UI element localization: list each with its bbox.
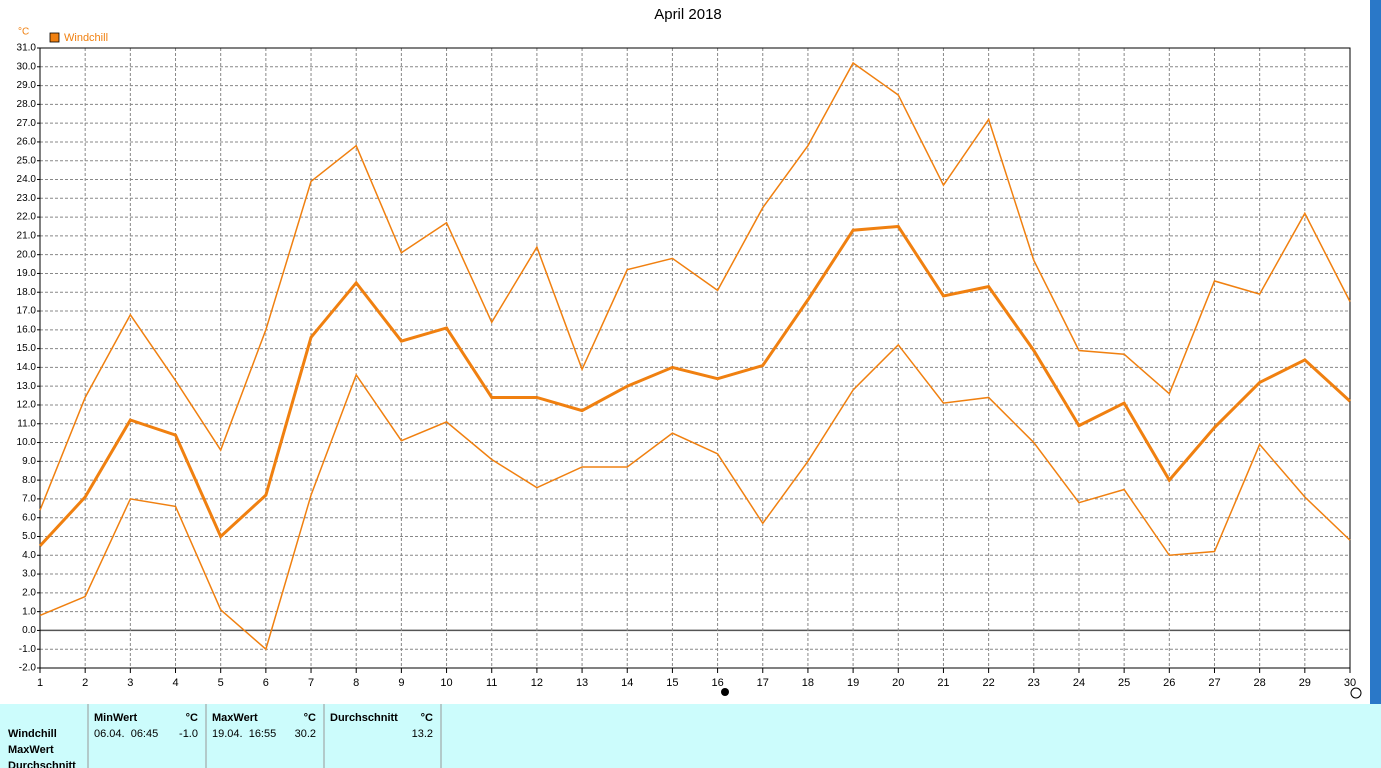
cell-value: 13.2 bbox=[412, 728, 433, 740]
y-tick-label: 17.0 bbox=[17, 306, 37, 317]
y-tick-label: 22.0 bbox=[17, 212, 37, 223]
y-tick-label: 15.0 bbox=[17, 343, 37, 354]
x-tick-label: 2 bbox=[82, 677, 88, 689]
y-tick-label: 20.0 bbox=[17, 249, 37, 260]
series-line bbox=[39, 61, 1351, 511]
column-unit: °C bbox=[304, 712, 316, 724]
y-tick-label: 10.0 bbox=[17, 437, 37, 448]
cell-value: 30.2 bbox=[295, 728, 316, 740]
y-tick-label: 25.0 bbox=[17, 155, 37, 166]
y-tick-label: 12.0 bbox=[17, 400, 37, 411]
x-tick-label: 3 bbox=[127, 677, 133, 689]
x-tick-label: 23 bbox=[1028, 677, 1040, 689]
x-tick-label: 5 bbox=[218, 677, 224, 689]
row-label: Durchschnitt bbox=[8, 760, 76, 768]
y-tick-label: 14.0 bbox=[17, 362, 37, 373]
x-tick-label: 6 bbox=[263, 677, 269, 689]
y-tick-label: 9.0 bbox=[22, 456, 36, 467]
y-tick-label: 3.0 bbox=[22, 569, 36, 580]
y-tick-label: 21.0 bbox=[17, 231, 37, 242]
y-tick-label: 16.0 bbox=[17, 324, 37, 335]
x-tick-label: 21 bbox=[937, 677, 949, 689]
y-tick-label: 23.0 bbox=[17, 193, 37, 204]
x-tick-label: 13 bbox=[576, 677, 588, 689]
x-tick-label: 9 bbox=[398, 677, 404, 689]
x-tick-label: 16 bbox=[711, 677, 723, 689]
y-tick-label: 31.0 bbox=[17, 43, 37, 54]
x-tick-label: 19 bbox=[847, 677, 859, 689]
chart-title: April 2018 bbox=[654, 6, 722, 23]
cell-time: 06.04. 06:45 bbox=[94, 728, 158, 740]
table: Windchill MaxWert Durchschnitt MinWert °C 06.… bbox=[8, 704, 442, 768]
y-tick-label: 26.0 bbox=[17, 137, 37, 148]
cell-time: 19.04. 16:55 bbox=[212, 728, 276, 740]
y-tick-label: 5.0 bbox=[22, 531, 36, 542]
x-tick-label: 17 bbox=[757, 677, 769, 689]
plot-frame bbox=[39, 47, 1351, 669]
y-tick-label: -2.0 bbox=[19, 663, 37, 674]
x-tick-label: 12 bbox=[531, 677, 543, 689]
column-header: Durchschnitt bbox=[330, 712, 398, 724]
side-strip bbox=[1370, 0, 1381, 705]
row-label: MaxWert bbox=[8, 744, 54, 756]
y-tick-label: 0.0 bbox=[22, 625, 36, 636]
y-tick-label: 28.0 bbox=[17, 99, 37, 110]
x-tick-label: 22 bbox=[982, 677, 994, 689]
row-label: Windchill bbox=[8, 728, 57, 740]
series-line bbox=[38, 224, 1352, 547]
series-line bbox=[39, 343, 1351, 651]
x-tick-label: 8 bbox=[353, 677, 359, 689]
column-header: MinWert bbox=[94, 712, 138, 724]
y-tick-label: 1.0 bbox=[22, 606, 36, 617]
marker-dot bbox=[721, 688, 729, 696]
y-tick-label: 29.0 bbox=[17, 80, 37, 91]
x-tick-label: 27 bbox=[1208, 677, 1220, 689]
y-tick-label: 18.0 bbox=[17, 287, 37, 298]
x-tick-label: 28 bbox=[1254, 677, 1266, 689]
cell-value: -1.0 bbox=[179, 728, 198, 740]
y-tick-label: 8.0 bbox=[22, 475, 36, 486]
y-unit: °C bbox=[18, 27, 29, 38]
x-tick-label: 24 bbox=[1073, 677, 1085, 689]
x-tick-label: 30 bbox=[1344, 677, 1356, 689]
column-unit: °C bbox=[186, 712, 198, 724]
x-tick-label: 26 bbox=[1163, 677, 1175, 689]
x-tick-label: 18 bbox=[802, 677, 814, 689]
y-tick-label: 4.0 bbox=[22, 550, 36, 561]
y-tick-label: 13.0 bbox=[17, 381, 37, 392]
y-tick-label: 7.0 bbox=[22, 494, 36, 505]
y-tick-label: 2.0 bbox=[22, 587, 36, 598]
column-unit: °C bbox=[421, 712, 433, 724]
plot: -2.0 -1.0 0.0 1.0 2.0 3.0 4.0 5.0 6.0 7.0 8.0 9.0 10… bbox=[17, 43, 1357, 689]
table-bg bbox=[0, 704, 1381, 768]
x-tick-label: 29 bbox=[1299, 677, 1311, 689]
y-tick-label: 19.0 bbox=[17, 268, 37, 279]
y-tick-label: 30.0 bbox=[17, 61, 37, 72]
x-tick-label: 14 bbox=[621, 677, 633, 689]
y-tick-label: 27.0 bbox=[17, 118, 37, 129]
column-header: MaxWert bbox=[212, 712, 258, 724]
x-tick-label: 11 bbox=[486, 677, 497, 689]
y-tick-label: 11.0 bbox=[17, 418, 36, 429]
x-tick-label: 20 bbox=[892, 677, 904, 689]
legend-label: Windchill bbox=[64, 32, 108, 44]
y-tick-label: 24.0 bbox=[17, 174, 37, 185]
x-tick-label: 1 bbox=[37, 677, 43, 689]
x-tick-label: 25 bbox=[1118, 677, 1130, 689]
x-tick-label: 4 bbox=[172, 677, 178, 689]
x-tick-label: 7 bbox=[308, 677, 314, 689]
y-tick-label: -1.0 bbox=[19, 644, 37, 655]
legend-swatch bbox=[49, 32, 60, 43]
marker-circle bbox=[1350, 687, 1362, 699]
x-tick-label: 15 bbox=[666, 677, 678, 689]
y-tick-label: 6.0 bbox=[22, 512, 36, 523]
x-tick-label: 10 bbox=[440, 677, 452, 689]
